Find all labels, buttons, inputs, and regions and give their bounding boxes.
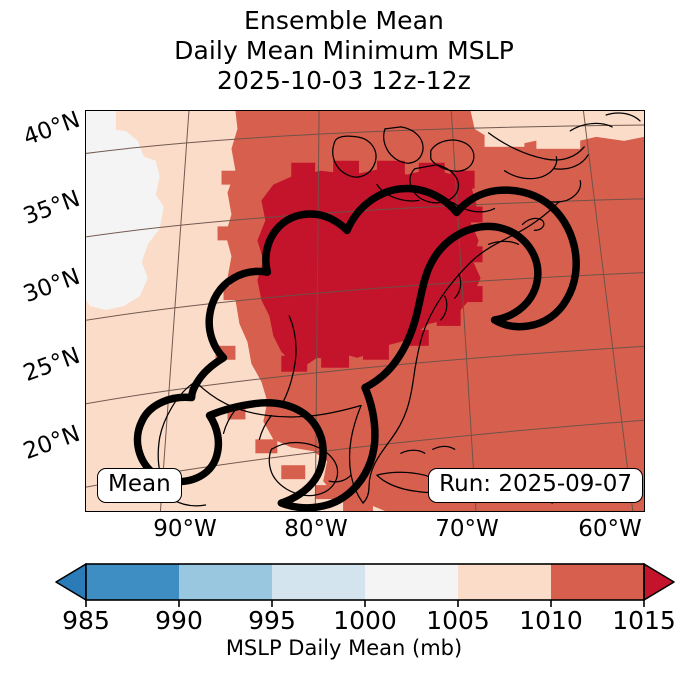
colorbar-band-990-995	[179, 564, 273, 600]
run-annotation-box: Run: 2025-09-07	[428, 468, 643, 503]
colorbar-axis-label: MSLP Daily Mean (mb)	[225, 636, 463, 660]
title-line-2: Daily Mean Minimum MSLP	[174, 36, 514, 65]
fill-ne-1005-1010	[470, 111, 644, 149]
lat-tick-20n: 20°N	[20, 420, 84, 466]
lon-tick-80w: 80°W	[284, 516, 348, 542]
colorbar-tick-985: 985	[62, 606, 110, 635]
lat-tick-40n: 40°N	[20, 106, 84, 152]
map-plot-frame	[85, 110, 645, 512]
fill-1000-1005	[86, 111, 164, 311]
map-canvas	[86, 111, 644, 511]
colorbar-tick-1015: 1015	[612, 606, 676, 635]
map-figure: 40°N 35°N 30°N 25°N 20°N 90°W 80°W 70°W …	[20, 107, 645, 542]
colorbar-band-1005-1010	[458, 564, 552, 600]
lon-tick-90w: 90°W	[153, 516, 217, 542]
colorbar-under-cap	[55, 563, 87, 601]
title-line-1: Ensemble Mean	[244, 6, 444, 35]
mean-annotation-box: Mean	[97, 468, 182, 503]
contour-overlay-line	[133, 184, 580, 511]
lon-tick-70w: 70°W	[435, 516, 499, 542]
colorbar-tick-1005: 1005	[426, 606, 490, 635]
lat-tick-25n: 25°N	[20, 342, 84, 388]
page-title: Ensemble Mean Daily Mean Minimum MSLP 20…	[0, 6, 688, 96]
colorbar-tick-1010: 1010	[519, 606, 583, 635]
colorbar-band-985-990	[86, 564, 180, 600]
lon-tick-60w: 60°W	[578, 516, 642, 542]
colorbar-over-cap	[643, 563, 675, 601]
colorbar-tick-1000: 1000	[333, 606, 397, 635]
colorbar: 985 990 995 1000 1005 1010 1015 MSLP Dai…	[0, 558, 688, 674]
colorbar-tick-995: 995	[248, 606, 296, 635]
fill-over-1015	[257, 160, 483, 372]
title-line-3: 2025-10-03 12z-12z	[217, 66, 471, 95]
colorbar-ticks	[85, 600, 645, 607]
lat-tick-35n: 35°N	[20, 185, 84, 231]
lat-tick-30n: 30°N	[20, 263, 84, 309]
colorbar-band-1010-1015	[551, 564, 645, 600]
colorbar-canvas	[55, 563, 675, 607]
colorbar-tick-990: 990	[155, 606, 203, 635]
colorbar-band-995-1000	[272, 564, 366, 600]
colorbar-band-1000-1005	[365, 564, 459, 600]
